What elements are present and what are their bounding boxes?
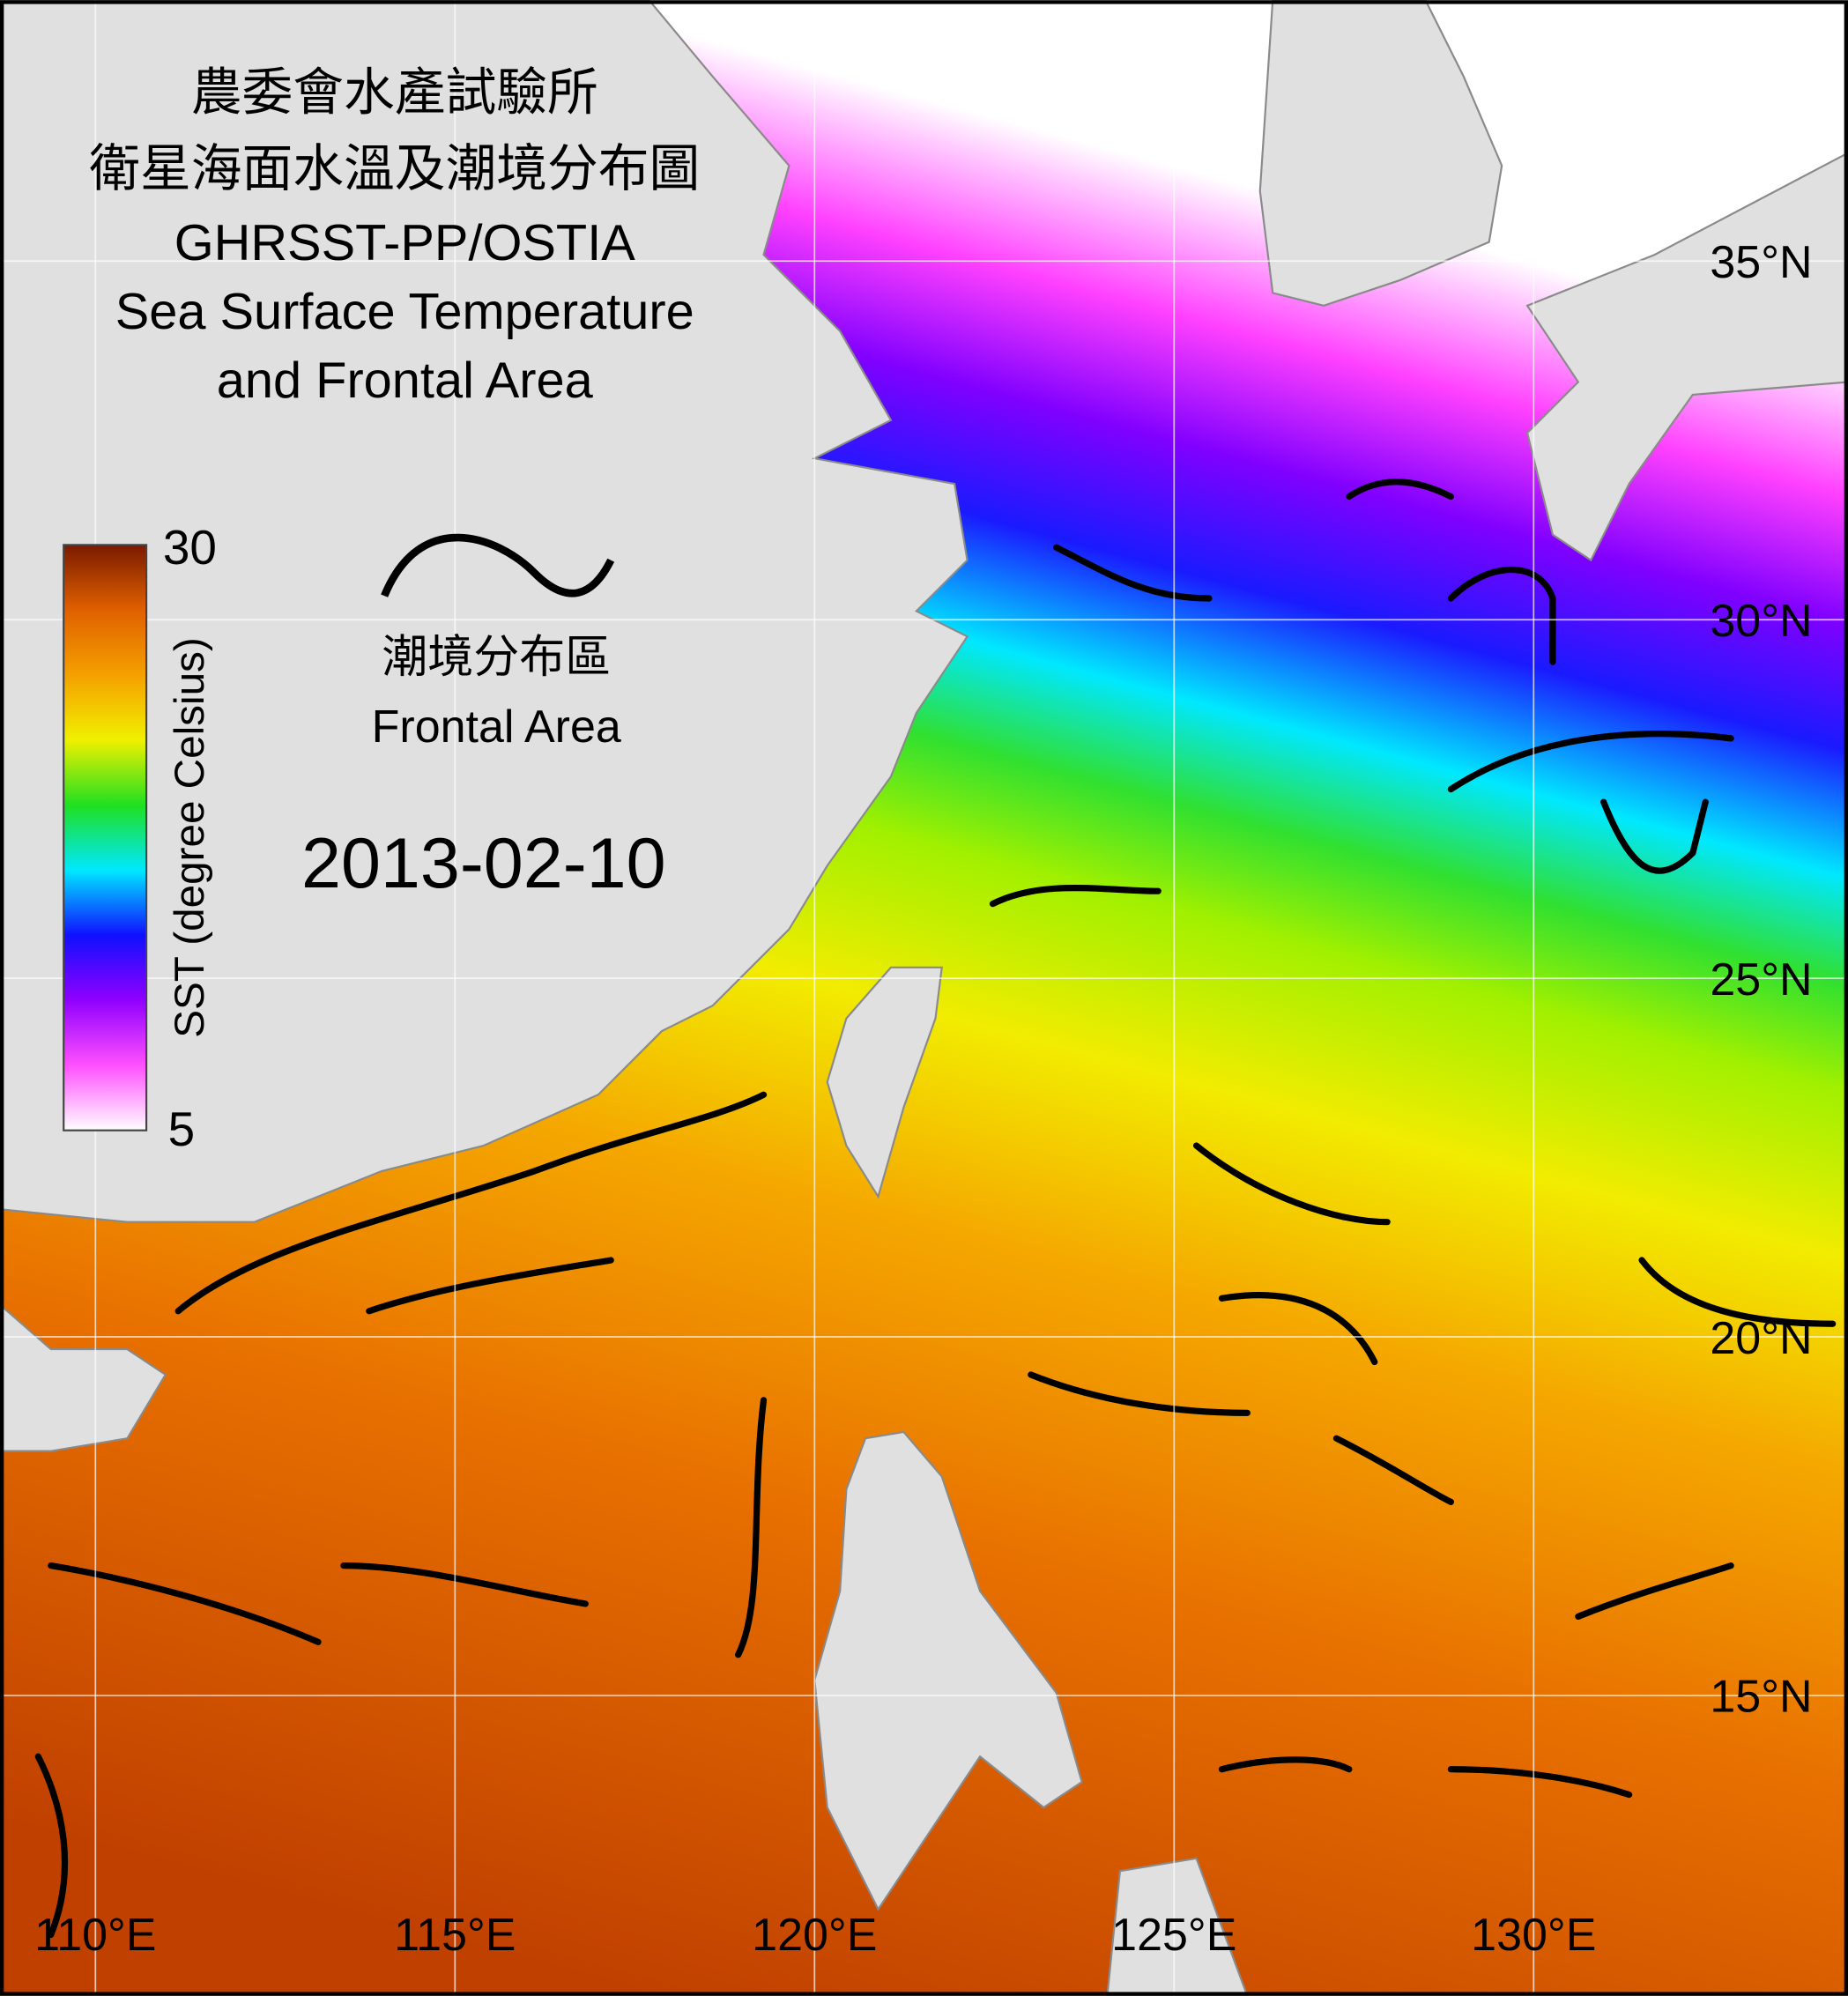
front <box>1346 479 1455 501</box>
front <box>174 1091 768 1315</box>
title-line: 衛星海面水溫及潮境分布圖 <box>89 141 700 197</box>
frontal-lines <box>34 479 1837 1939</box>
graticule-labels: 110°E 115°E 120°E 125°E 130°E 35°N 30°N 25°N 20°… <box>34 237 1812 1961</box>
luzon <box>813 1430 1083 1911</box>
front <box>1218 1756 1353 1773</box>
title-line: GHRSST-PP/OSTIA <box>174 215 636 271</box>
title-line: Sea Surface Temperature <box>115 284 694 340</box>
colorbar <box>63 544 148 1132</box>
title: 農委會水產試驗所 衛星海面水溫及潮境分布圖 GHRSST-PP/OSTIA Se… <box>89 64 700 408</box>
lat-label: 30°N <box>1710 596 1812 647</box>
front <box>1192 1142 1391 1226</box>
japan <box>1525 152 1848 562</box>
china <box>0 0 969 1223</box>
front <box>1332 1435 1455 1506</box>
lon-label: 110°E <box>34 1910 156 1961</box>
front <box>1638 1257 1837 1327</box>
front <box>989 884 1161 908</box>
lon-label: 125°E <box>1111 1910 1236 1961</box>
front <box>366 1257 614 1315</box>
front <box>1575 1562 1734 1620</box>
colorbar-label: SST (degree Celsius) <box>167 637 213 1038</box>
front <box>340 1562 589 1607</box>
front <box>1028 1371 1251 1416</box>
lon-label: 115°E <box>394 1910 516 1961</box>
legend-symbol <box>381 533 615 597</box>
front <box>48 1562 322 1645</box>
front <box>1600 798 1709 874</box>
lat-label: 35°N <box>1710 237 1812 288</box>
date: 2013-02-10 <box>301 824 666 903</box>
front <box>34 1753 69 1939</box>
front <box>1447 567 1556 665</box>
legend-text: 潮境分布區 <box>382 632 611 683</box>
lat-label: 20°N <box>1710 1313 1812 1364</box>
colorbar-min: 5 <box>168 1102 196 1156</box>
front <box>735 1397 768 1658</box>
legend-text: Frontal Area <box>372 701 621 753</box>
front <box>1447 731 1734 793</box>
front <box>1447 1766 1633 1799</box>
front <box>1053 544 1213 602</box>
leizhou-hainan <box>0 1303 167 1452</box>
lon-label: 130°E <box>1471 1910 1596 1961</box>
lat-label: 15°N <box>1710 1672 1812 1723</box>
lat-label: 25°N <box>1710 954 1812 1005</box>
taiwan <box>826 966 943 1199</box>
title-line: and Frontal Area <box>217 352 594 409</box>
front <box>1218 1292 1378 1366</box>
lon-label: 120°E <box>752 1910 877 1961</box>
colorbar-max: 30 <box>163 520 217 575</box>
title-line: 農委會水產試驗所 <box>191 64 598 121</box>
